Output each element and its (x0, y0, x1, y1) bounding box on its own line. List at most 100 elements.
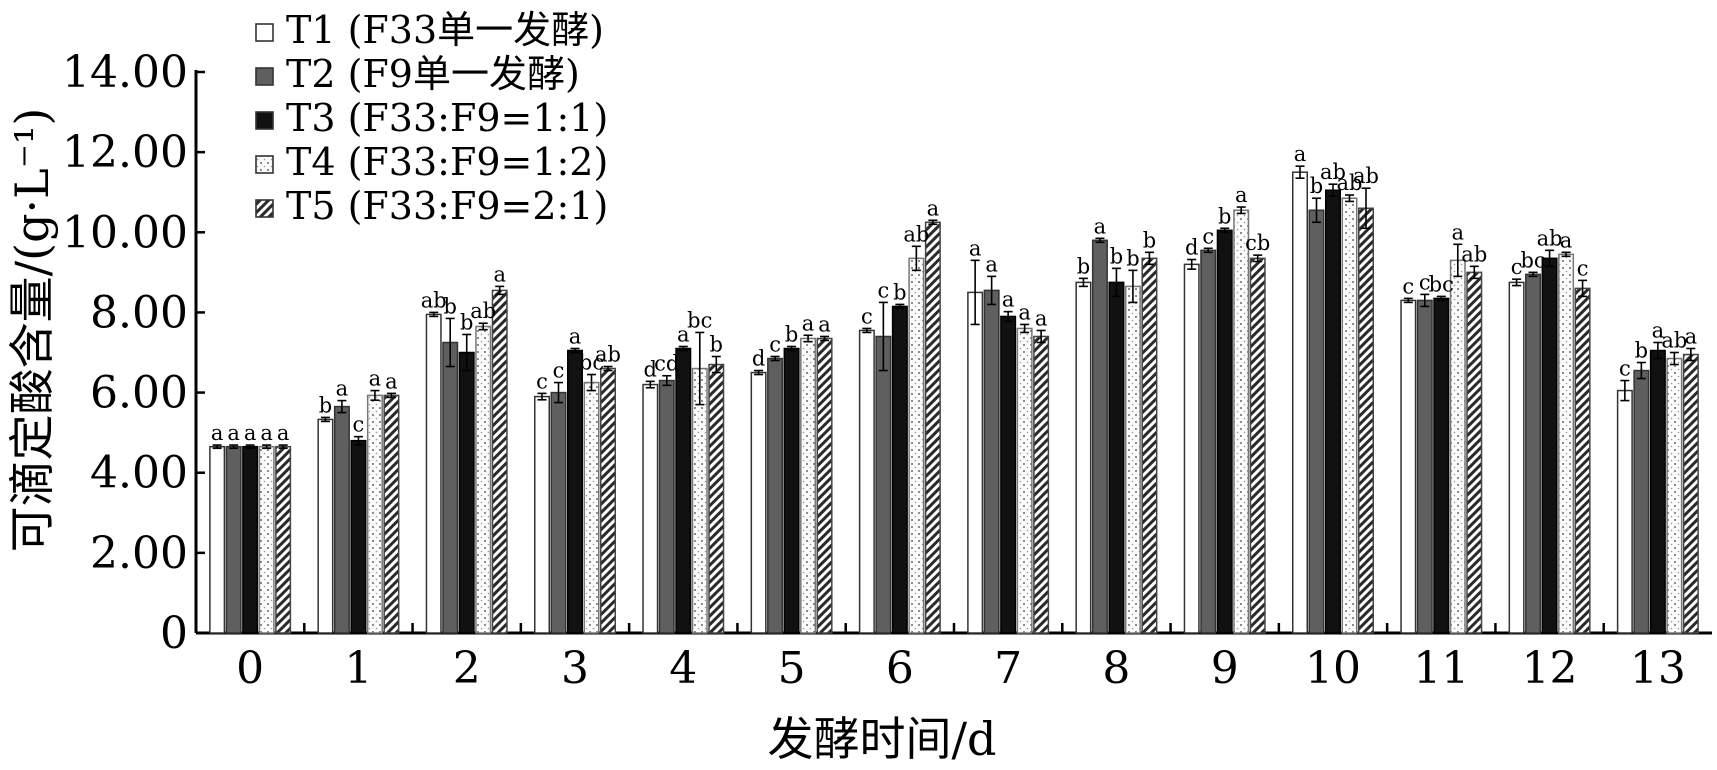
bar-1-day-9 (1183, 263, 1200, 634)
significance-label: a (1035, 306, 1048, 330)
legend-label-t5: T5 (F33:F9=2:1) (286, 184, 608, 228)
significance-label: b (460, 310, 473, 334)
bar-4-day-1 (366, 394, 383, 634)
bar-3-day-0 (242, 445, 259, 634)
significance-label: a (969, 236, 982, 260)
significance-label: c (353, 413, 365, 437)
bar-5-day-11 (1466, 271, 1483, 634)
x-tick-label: 4 (669, 643, 697, 694)
bar-3-day-12 (1541, 257, 1558, 634)
significance-label: a (1685, 324, 1698, 348)
significance-label: a (818, 312, 831, 336)
bar-3-day-1 (350, 439, 367, 634)
bar-4-day-9 (1233, 209, 1250, 634)
significance-label: b (1310, 174, 1323, 198)
significance-label: ab (421, 288, 447, 312)
bar-2-day-7 (983, 289, 1000, 634)
bar-5-day-9 (1249, 257, 1266, 634)
y-tick-label: 12.00 (62, 127, 188, 178)
significance-label: bc (1429, 272, 1454, 296)
significance-label: ab (903, 222, 929, 246)
significance-label: c (877, 278, 889, 302)
bar-5-day-6 (924, 221, 941, 634)
bar-2-day-11 (1416, 299, 1433, 634)
significance-label: a (1235, 183, 1248, 207)
bar-1-day-13 (1616, 389, 1633, 634)
significance-label: a (985, 252, 998, 276)
significance-label: a (493, 262, 506, 286)
significance-label: a (385, 369, 398, 393)
significance-label: ab (1661, 329, 1687, 353)
significance-label: b (1218, 204, 1231, 228)
significance-label: a (277, 421, 290, 445)
x-tick-label: 7 (994, 643, 1022, 694)
significance-label: b (1126, 246, 1139, 270)
significance-label: ab (1337, 171, 1363, 195)
bar-2-day-12 (1525, 273, 1542, 634)
bar-4-day-3 (583, 381, 600, 634)
significance-label: cb (1245, 231, 1270, 255)
x-tick-label: 12 (1522, 643, 1578, 694)
x-tick-label: 10 (1305, 643, 1361, 694)
bar-1-day-10 (1292, 171, 1308, 634)
legend-label-t3: T3 (F33:F9=1:1) (286, 96, 608, 140)
legend-label-t2: T2 (F9单一发酵) (286, 52, 580, 96)
significance-label: c (1577, 256, 1589, 280)
significance-label: b (1635, 339, 1648, 363)
bar-4-day-2 (475, 325, 492, 634)
bar-4-day-11 (1449, 259, 1466, 634)
significance-label: ab (595, 343, 621, 367)
bar-3-day-3 (567, 349, 583, 634)
x-tick-label: 13 (1630, 643, 1686, 694)
legend-label-t4: T4 (F33:F9=1:2) (286, 140, 608, 184)
significance-label: cd (654, 352, 679, 376)
bar-2-day-9 (1200, 249, 1217, 634)
significance-label: c (1419, 270, 1431, 294)
bar-3-day-6 (891, 305, 908, 634)
bar-5-day-13 (1682, 353, 1699, 634)
bar-1-day-12 (1508, 281, 1525, 634)
bar-4-day-4 (691, 367, 708, 634)
bar-2-day-8 (1091, 239, 1108, 634)
legend-label-t1: T1 (F33单一发酵) (286, 8, 604, 52)
bar-3-day-7 (1000, 315, 1017, 634)
bar-2-day-4 (658, 379, 675, 634)
bar-5-day-2 (491, 289, 508, 634)
bars-group (209, 165, 1699, 634)
legend-swatch-t4 (255, 155, 274, 174)
significance-label: a (802, 311, 815, 335)
significance-label: a (1452, 220, 1465, 244)
x-tick-label: 11 (1413, 643, 1469, 694)
significance-label: c (769, 333, 781, 357)
significance-label: b (443, 294, 456, 318)
x-tick-label: 9 (1211, 643, 1239, 694)
bar-3-day-2 (458, 351, 475, 634)
significance-label: a (677, 322, 690, 346)
bar-3-day-5 (783, 347, 800, 634)
bar-2-day-5 (767, 357, 784, 634)
bar-5-day-12 (1574, 287, 1591, 634)
bar-5-day-4 (708, 363, 725, 634)
significance-label: ab (1353, 164, 1379, 188)
bar-4-day-0 (258, 445, 275, 634)
significance-label: ab (1537, 226, 1563, 250)
bar-5-day-5 (816, 337, 833, 634)
x-tick-label: 8 (1102, 643, 1130, 694)
significance-label: b (1143, 228, 1156, 252)
significance-label: a (1018, 300, 1031, 324)
significance-label: a (927, 196, 940, 220)
significance-label: c (1619, 357, 1631, 381)
x-tick-label: 2 (453, 643, 481, 694)
bar-3-day-4 (675, 347, 692, 634)
significance-label: a (244, 421, 257, 445)
significance-label: bc (687, 308, 712, 332)
significance-label: a (1094, 214, 1107, 238)
bar-5-day-1 (383, 394, 400, 634)
bar-2-day-2 (442, 341, 459, 634)
bar-1-day-7 (967, 291, 984, 634)
y-tick-label: 0 (160, 608, 188, 659)
bar-4-day-10 (1341, 197, 1358, 634)
